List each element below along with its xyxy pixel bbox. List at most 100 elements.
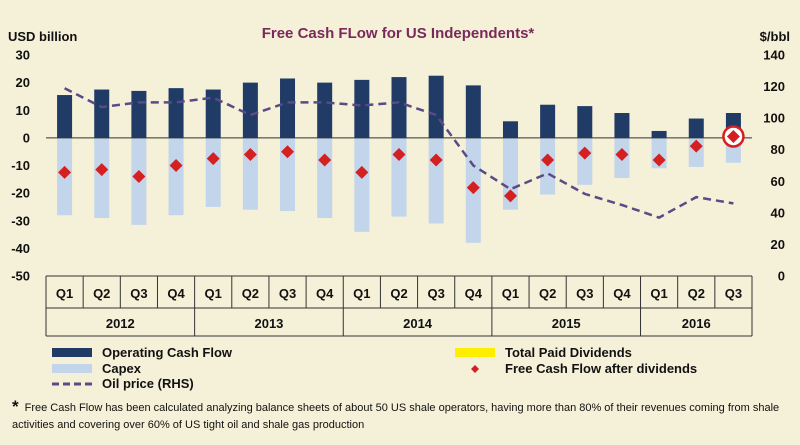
chart-title: Free Cash FLow for US Independents* (262, 25, 535, 42)
legend-item-dividends: Total Paid Dividends (455, 345, 632, 360)
operating-cash-flow-bar (540, 104, 556, 138)
quarter-tick-label: Q2 (539, 286, 556, 301)
capex-bar (502, 137, 518, 210)
operating-cash-flow-bar (354, 79, 370, 138)
operating-cash-flow-bar (651, 130, 667, 138)
fcf-marker (281, 145, 295, 159)
legend-item-operating: Operating Cash Flow (52, 345, 232, 360)
fcf-marker (392, 147, 406, 161)
quarter-tick-label: Q4 (613, 286, 631, 301)
y-right-tick-label: 140 (763, 48, 785, 63)
y-right-tick-label: 80 (771, 142, 785, 157)
y-left-tick-label: -20 (11, 186, 30, 201)
capex-bar (317, 137, 333, 218)
legend-swatch-fcf (471, 364, 479, 373)
fcf-marker (429, 153, 443, 167)
capex-bar (354, 137, 370, 232)
legend-swatch-capex (52, 364, 92, 373)
operating-cash-flow-bar (428, 75, 444, 138)
quarter-tick-label: Q3 (130, 286, 147, 301)
fcf-marker (206, 152, 220, 166)
operating-cash-flow-bar (280, 78, 296, 138)
fcf-marker (652, 153, 666, 167)
fcf-marker (243, 147, 257, 161)
quarter-tick-label: Q3 (279, 286, 296, 301)
y-left-tick-label: -10 (11, 158, 30, 173)
year-label: 2013 (254, 316, 283, 331)
y-left-tick-label: -40 (11, 241, 30, 256)
operating-cash-flow-bar (94, 89, 110, 138)
y-left-tick-label: 10 (16, 103, 30, 118)
operating-cash-flow-bar (205, 89, 221, 138)
year-label: 2014 (403, 316, 433, 331)
quarter-tick-label: Q1 (353, 286, 370, 301)
y-left-tick-label: 20 (16, 75, 30, 90)
operating-cash-flow-bar (317, 82, 333, 138)
fcf-marker (689, 139, 703, 153)
quarter-tick-label: Q4 (465, 286, 483, 301)
y-right-tick-label: 100 (763, 111, 785, 126)
year-label: 2016 (682, 316, 711, 331)
year-label: 2015 (552, 316, 581, 331)
y-right-tick-label: 20 (771, 237, 785, 252)
legend-item-capex: Capex (52, 361, 141, 376)
quarter-tick-label: Q2 (93, 286, 110, 301)
quarter-tick-label: Q3 (576, 286, 593, 301)
legend-swatch-dividends (455, 348, 495, 357)
legend-label-operating: Operating Cash Flow (102, 345, 233, 360)
legend-label-dividends: Total Paid Dividends (505, 345, 632, 360)
fcf-marker (615, 147, 629, 161)
quarter-tick-label: Q3 (725, 286, 742, 301)
legend-label-oil: Oil price (RHS) (102, 376, 194, 391)
operating-cash-flow-bar (577, 106, 593, 138)
fcf-marker (95, 163, 109, 177)
legend-item-fcf: Free Cash Flow after dividends (455, 361, 697, 376)
quarter-tick-label: Q4 (167, 286, 185, 301)
capex-bar (391, 137, 407, 217)
chart-svg: Free Cash FLow for US Independents* USD … (8, 25, 790, 337)
capex-bar (168, 137, 184, 216)
y-left-tick-label: -50 (11, 269, 30, 284)
operating-cash-flow-bar (131, 90, 147, 138)
operating-cash-flow-bar (502, 121, 518, 138)
fcf-marker (503, 189, 517, 203)
y-right-tick-label: 0 (778, 269, 785, 284)
operating-cash-flow-bar (391, 77, 407, 138)
y-right-axis-label: $/bbl (760, 29, 790, 44)
quarter-tick-label: Q1 (502, 286, 519, 301)
quarter-tick-label: Q1 (205, 286, 222, 301)
legend-label-capex: Capex (102, 361, 142, 376)
year-label: 2012 (106, 316, 135, 331)
quarter-tick-label: Q1 (650, 286, 667, 301)
fcf-marker (318, 153, 332, 167)
y-right-tick-label: 60 (771, 174, 785, 189)
footnote: * Free Cash Flow has been calculated anal… (12, 398, 788, 434)
fcf-marker (541, 153, 555, 167)
oil-price-line (64, 87, 734, 219)
y-right-tick-label: 40 (771, 205, 785, 220)
y-right-tick-label: 120 (763, 79, 785, 94)
operating-cash-flow-bar (688, 118, 704, 138)
quarter-tick-label: Q2 (242, 286, 259, 301)
quarter-tick-label: Q1 (56, 286, 73, 301)
fcf-marker (132, 170, 146, 184)
quarter-tick-label: Q4 (316, 286, 334, 301)
y-left-tick-label: -30 (11, 213, 30, 228)
y-left-axis-label: USD billion (8, 29, 77, 44)
footnote-star: * (12, 397, 19, 416)
capex-bar (205, 137, 221, 207)
legend-item-oil: Oil price (RHS) (52, 376, 194, 391)
fcf-marker (578, 146, 592, 160)
operating-cash-flow-bar (614, 113, 630, 138)
quarter-tick-label: Q3 (427, 286, 444, 301)
y-left-tick-label: 0 (23, 130, 30, 145)
capex-bar (428, 137, 444, 224)
operating-cash-flow-bar (242, 82, 258, 138)
capex-bar (280, 137, 296, 212)
legend-swatch-oil (52, 382, 92, 385)
y-left-tick-label: 30 (16, 48, 30, 63)
legend: Operating Cash Flow Capex Oil price (RHS… (0, 340, 800, 400)
capex-bar (94, 137, 110, 218)
legend-label-fcf: Free Cash Flow after dividends (505, 361, 698, 376)
